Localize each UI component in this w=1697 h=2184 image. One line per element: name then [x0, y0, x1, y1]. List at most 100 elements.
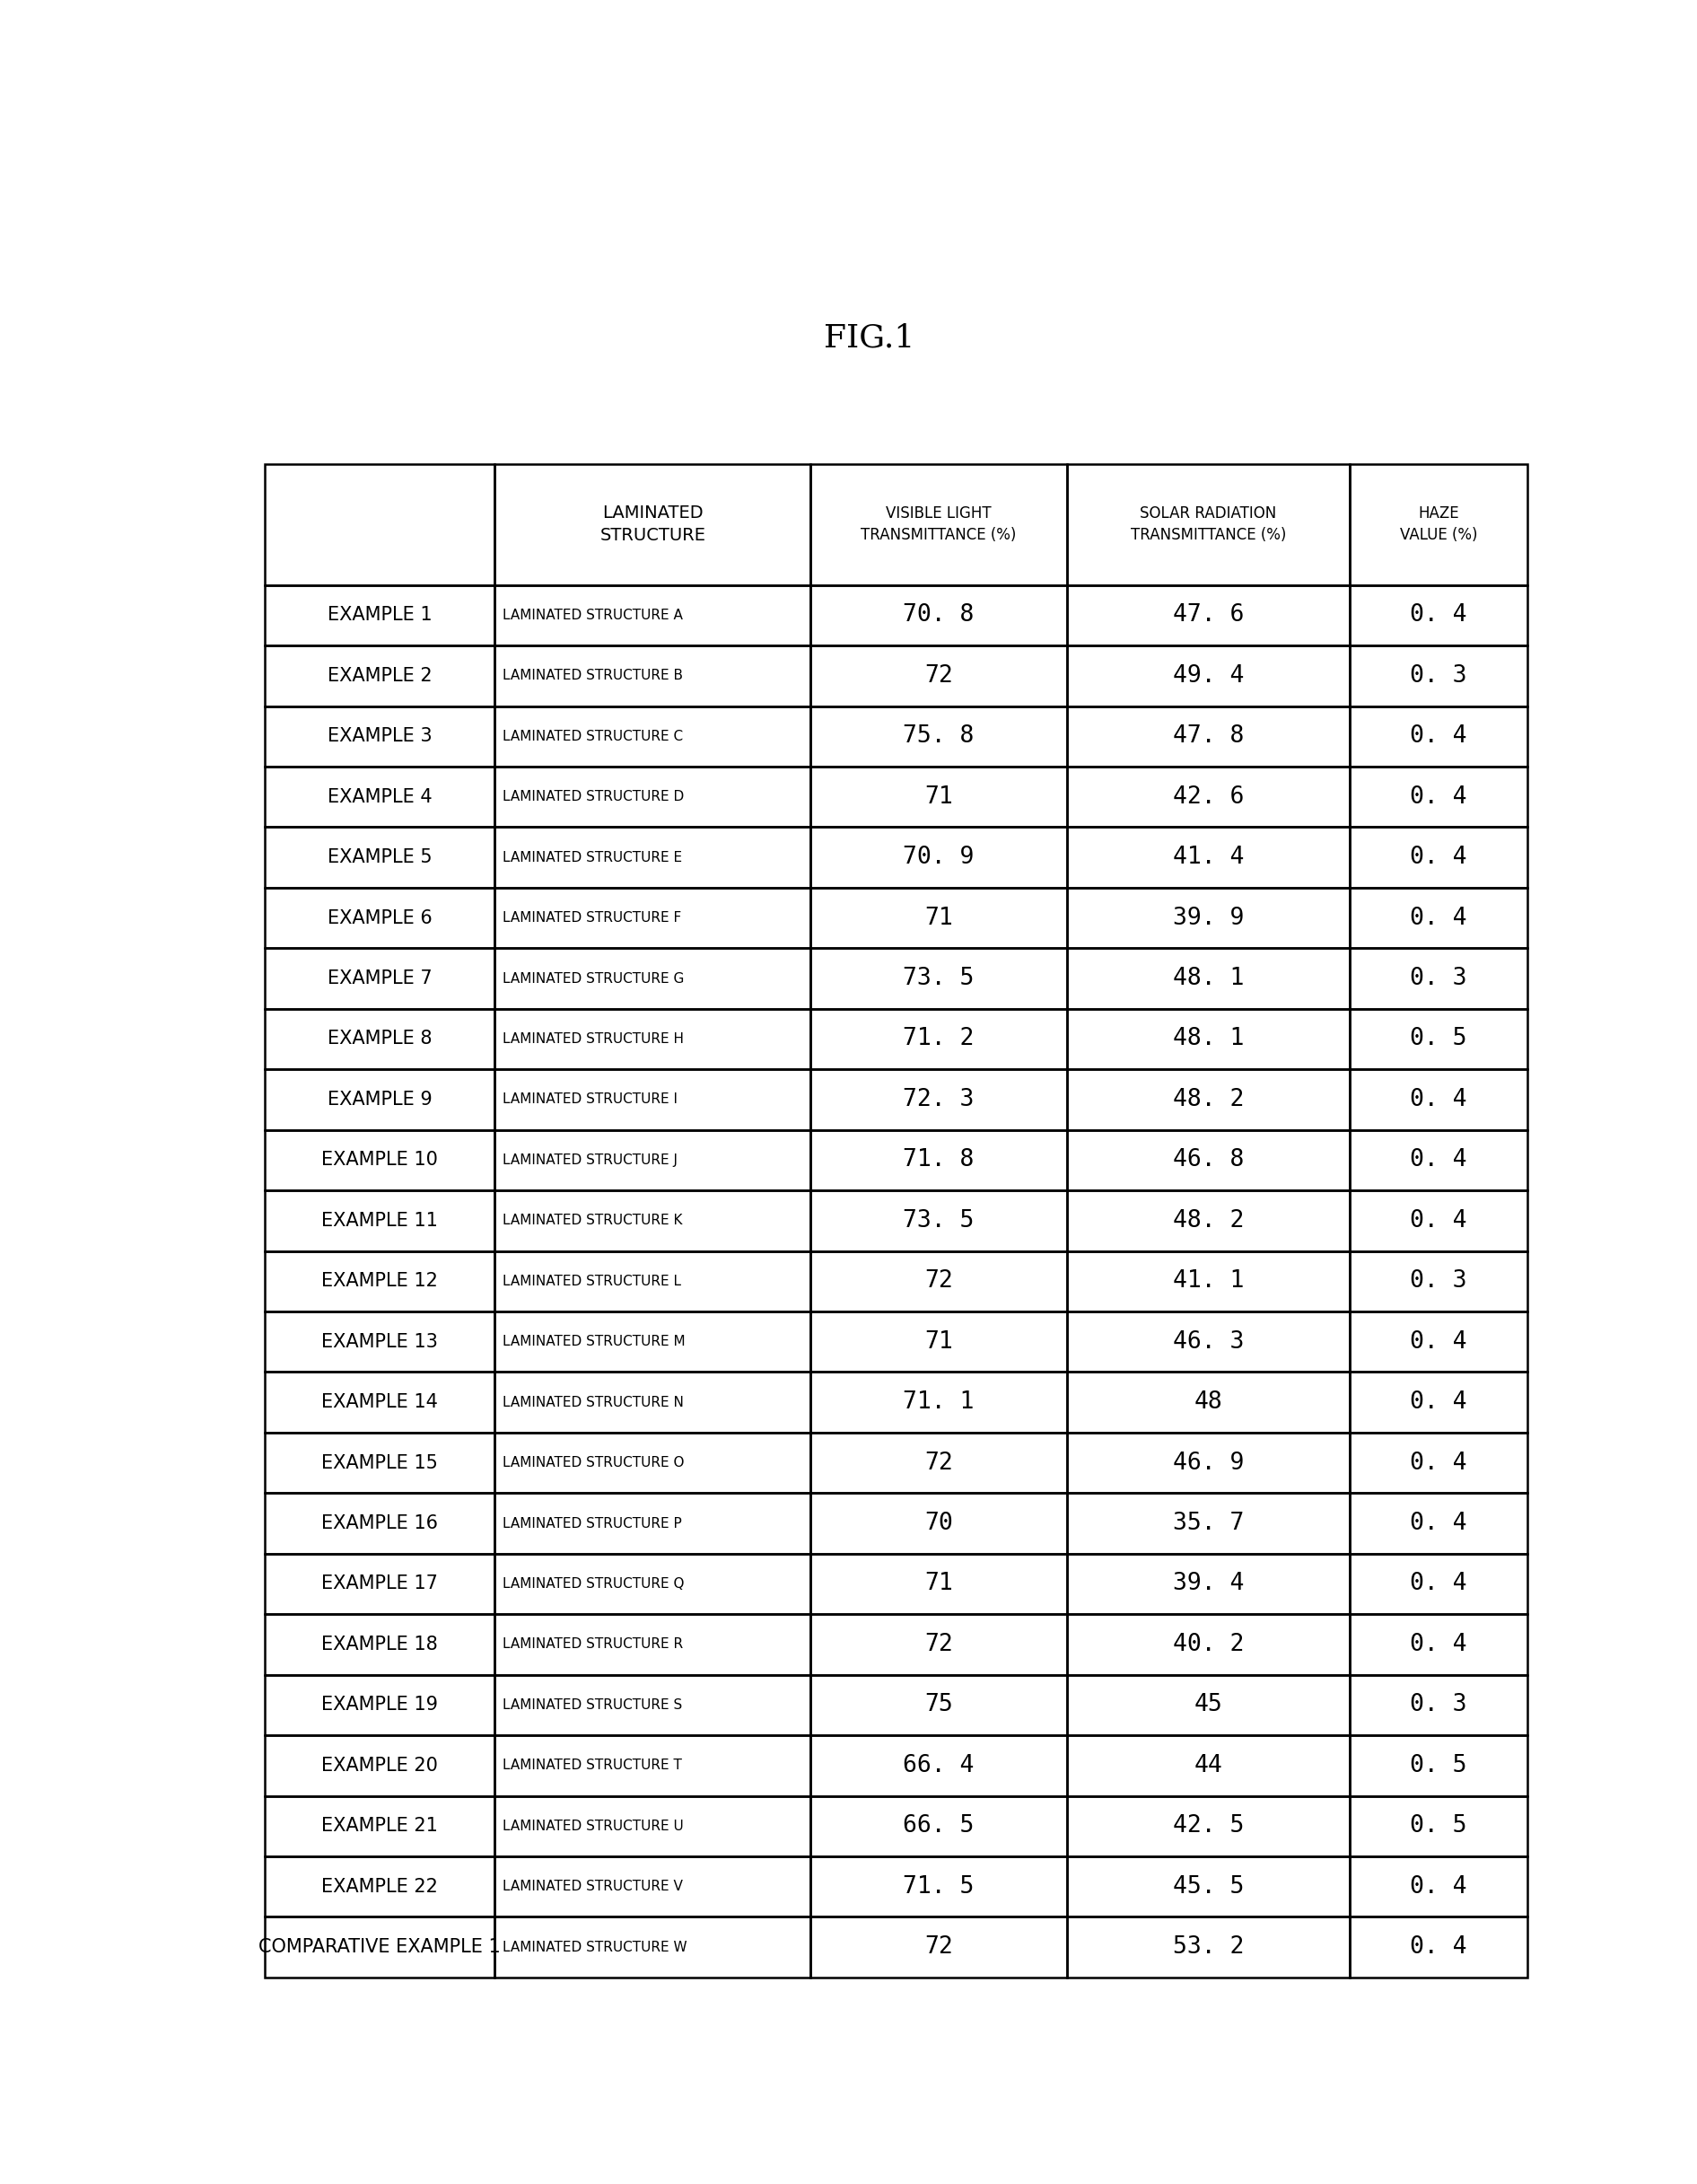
Bar: [811, 1553, 1067, 1614]
Bar: [265, 1795, 496, 1856]
Bar: [1067, 1795, 1349, 1856]
Bar: [265, 1918, 496, 1977]
Bar: [265, 948, 496, 1009]
Bar: [496, 948, 811, 1009]
Bar: [265, 1310, 496, 1372]
Text: LAMINATED STRUCTURE E: LAMINATED STRUCTURE E: [502, 850, 682, 865]
Text: 0. 4: 0. 4: [1410, 1634, 1466, 1655]
Bar: [496, 1553, 811, 1614]
Bar: [496, 646, 811, 705]
Bar: [811, 1494, 1067, 1553]
Text: 71: 71: [925, 786, 954, 808]
Text: 71: 71: [925, 1330, 954, 1354]
Text: 0. 4: 0. 4: [1410, 1935, 1466, 1959]
Bar: [811, 767, 1067, 828]
Text: 41. 1: 41. 1: [1173, 1269, 1244, 1293]
Bar: [265, 1614, 496, 1675]
Text: 47. 8: 47. 8: [1173, 725, 1244, 747]
Text: 46. 9: 46. 9: [1173, 1450, 1244, 1474]
Bar: [496, 705, 811, 767]
Bar: [811, 1795, 1067, 1856]
Text: LAMINATED STRUCTURE W: LAMINATED STRUCTURE W: [502, 1939, 687, 1955]
Text: 71. 8: 71. 8: [903, 1149, 974, 1173]
Text: 48: 48: [1195, 1391, 1222, 1413]
Bar: [1067, 1736, 1349, 1795]
Bar: [1067, 887, 1349, 948]
Text: 0. 4: 0. 4: [1410, 1330, 1466, 1354]
Text: 70: 70: [925, 1511, 954, 1535]
Text: 0. 4: 0. 4: [1410, 906, 1466, 930]
Text: 0. 4: 0. 4: [1410, 845, 1466, 869]
Bar: [496, 828, 811, 887]
Bar: [1349, 646, 1527, 705]
Text: 39. 4: 39. 4: [1173, 1572, 1244, 1597]
Bar: [1349, 828, 1527, 887]
Bar: [811, 705, 1067, 767]
Bar: [1067, 1070, 1349, 1129]
Text: 42. 5: 42. 5: [1173, 1815, 1244, 1837]
Bar: [265, 1494, 496, 1553]
Bar: [1349, 948, 1527, 1009]
Text: EXAMPLE 10: EXAMPLE 10: [321, 1151, 438, 1168]
Text: 0. 4: 0. 4: [1410, 1874, 1466, 1898]
Bar: [496, 1129, 811, 1190]
Bar: [1349, 1736, 1527, 1795]
Bar: [811, 1310, 1067, 1372]
Bar: [265, 585, 496, 646]
Text: EXAMPLE 6: EXAMPLE 6: [328, 909, 433, 926]
Bar: [1067, 1553, 1349, 1614]
Text: 0. 4: 0. 4: [1410, 1210, 1466, 1232]
Text: 40. 2: 40. 2: [1173, 1634, 1244, 1655]
Bar: [1349, 1614, 1527, 1675]
Bar: [496, 1009, 811, 1070]
Bar: [1349, 767, 1527, 828]
Text: EXAMPLE 21: EXAMPLE 21: [321, 1817, 438, 1835]
Text: 47. 6: 47. 6: [1173, 603, 1244, 627]
Text: 0. 4: 0. 4: [1410, 603, 1466, 627]
Bar: [496, 1736, 811, 1795]
Bar: [496, 585, 811, 646]
Text: EXAMPLE 12: EXAMPLE 12: [321, 1273, 438, 1291]
Bar: [811, 887, 1067, 948]
Bar: [1067, 767, 1349, 828]
Text: EXAMPLE 16: EXAMPLE 16: [321, 1514, 438, 1533]
Bar: [811, 585, 1067, 646]
Text: 46. 8: 46. 8: [1173, 1149, 1244, 1173]
Text: 72: 72: [925, 1634, 954, 1655]
Text: EXAMPLE 7: EXAMPLE 7: [328, 970, 433, 987]
Text: LAMINATED STRUCTURE V: LAMINATED STRUCTURE V: [502, 1880, 684, 1894]
Bar: [1349, 1795, 1527, 1856]
Text: 70. 9: 70. 9: [903, 845, 974, 869]
Text: 0. 5: 0. 5: [1410, 1815, 1466, 1837]
Text: 48. 2: 48. 2: [1173, 1088, 1244, 1112]
Bar: [811, 1736, 1067, 1795]
Text: 49. 4: 49. 4: [1173, 664, 1244, 688]
Text: LAMINATED STRUCTURE J: LAMINATED STRUCTURE J: [502, 1153, 677, 1166]
Bar: [811, 1918, 1067, 1977]
Text: LAMINATED STRUCTURE N: LAMINATED STRUCTURE N: [502, 1396, 684, 1409]
Bar: [1349, 1553, 1527, 1614]
Text: EXAMPLE 2: EXAMPLE 2: [328, 666, 433, 686]
Bar: [811, 1614, 1067, 1675]
Bar: [811, 1675, 1067, 1736]
Bar: [1349, 1070, 1527, 1129]
Text: 0. 4: 0. 4: [1410, 786, 1466, 808]
Bar: [811, 1129, 1067, 1190]
Bar: [265, 1190, 496, 1251]
Text: 71. 5: 71. 5: [903, 1874, 974, 1898]
Text: 71. 1: 71. 1: [903, 1391, 974, 1413]
Text: 71. 2: 71. 2: [903, 1026, 974, 1051]
Bar: [496, 1070, 811, 1129]
Text: 0. 4: 0. 4: [1410, 1511, 1466, 1535]
Bar: [811, 828, 1067, 887]
Text: 0. 3: 0. 3: [1410, 1269, 1466, 1293]
Bar: [496, 887, 811, 948]
Bar: [1067, 1129, 1349, 1190]
Bar: [265, 463, 496, 585]
Bar: [265, 1856, 496, 1918]
Bar: [265, 1736, 496, 1795]
Bar: [1067, 1310, 1349, 1372]
Text: EXAMPLE 11: EXAMPLE 11: [321, 1212, 438, 1230]
Text: 72: 72: [925, 1450, 954, 1474]
Bar: [1067, 585, 1349, 646]
